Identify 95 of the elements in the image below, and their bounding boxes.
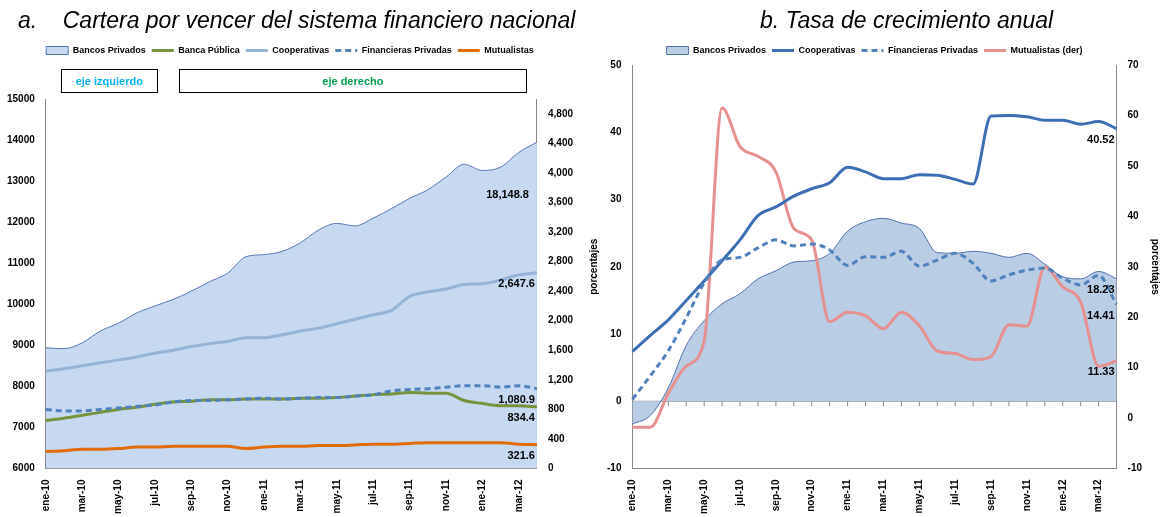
x-tick-label: jul-11	[367, 479, 378, 507]
legend-label: Financieras Privadas	[361, 44, 452, 55]
legend-label: Mutualistas (der)	[1010, 44, 1083, 55]
x-tick-label: sep-10	[185, 479, 197, 512]
y2-tick-label: 50	[1127, 159, 1140, 171]
y-tick-label: 12000	[7, 215, 36, 227]
y2-tick-label: 60	[1127, 109, 1140, 121]
data-label: 18.23	[1087, 283, 1115, 296]
y2-tick-label: 4,400	[547, 137, 574, 149]
y-tick-label: 10000	[7, 298, 36, 310]
legend-label: Cooperativas	[272, 44, 330, 55]
line-series	[44, 271, 539, 373]
x-tick-label: ene-10	[39, 479, 51, 512]
x-tick-label: ene-11	[257, 479, 269, 511]
x-tick-label: may-10	[697, 479, 709, 514]
y-tick-label: 13000	[7, 174, 36, 186]
x-tick-label: mar-10	[75, 479, 87, 513]
chart-title: a. Cartera por vencer del sistema financiero nacional	[17, 6, 577, 35]
y-tick-label: 50	[610, 58, 622, 70]
note-box: eje izquierdo	[60, 69, 158, 93]
x-tick-label: sep-11	[403, 479, 415, 511]
y-tick-label: 15000	[7, 92, 36, 104]
x-tick-label: may-10	[112, 479, 124, 514]
y2-tick-label: 4,800	[547, 107, 574, 119]
y-tick-label: 8000	[12, 380, 36, 392]
y-tick-label: 6000	[12, 462, 36, 474]
legend-label: Mutualistas	[484, 44, 534, 55]
line-series	[630, 113, 1119, 354]
y-tick-label: 7000	[12, 421, 36, 433]
y2-tick-label: 800	[547, 403, 566, 415]
x-tick-label: nov-11	[439, 479, 451, 512]
data-label: 14.41	[1087, 308, 1115, 321]
y2-tick-label: 1,200	[547, 373, 574, 385]
x-tick-label: ene-10	[626, 479, 638, 512]
legend-label: Bancos Privados	[692, 44, 766, 55]
y2-tick-label: 3,600	[547, 196, 574, 208]
annotation: 18,148.8	[486, 188, 529, 201]
y-tick-label: 30	[610, 193, 622, 205]
y2-tick-label: 3,200	[547, 225, 574, 237]
y2-tick-label: 0	[547, 462, 554, 474]
y2-tick-label: 1,600	[547, 344, 574, 356]
data-label: 40.52	[1087, 133, 1115, 146]
x-tick-label: may-11	[330, 479, 342, 514]
x-tick-label: nov-11	[1020, 479, 1032, 512]
legend-label: Financieras Privadas	[888, 44, 979, 55]
line-series	[44, 384, 539, 413]
x-tick-label: sep-10	[769, 479, 781, 512]
y2-tick-label: 4,000	[547, 166, 574, 178]
y2-tick-label: 30	[1127, 260, 1140, 272]
x-tick-label: ene-12	[476, 479, 488, 512]
y-tick-label: 11000	[7, 256, 36, 268]
x-tick-label: nov-10	[221, 479, 233, 512]
legend-label: Bancos Privados	[72, 44, 146, 55]
y2-tick-label: 40	[1127, 210, 1140, 222]
line-series	[630, 106, 1119, 429]
x-tick-label: sep-11	[984, 479, 996, 511]
chart-title: b. Tasa de crecimiento anual	[759, 6, 1055, 35]
y2-tick-label: 2,800	[547, 255, 574, 267]
y-tick-label: 20	[610, 260, 622, 272]
x-tick-label: mar-12	[1092, 479, 1104, 513]
legend-label: Cooperativas	[798, 44, 856, 55]
x-tick-label: ene-11	[841, 479, 853, 511]
y-tick-label: 10	[610, 327, 622, 339]
data-label: 321.6	[507, 449, 535, 462]
x-tick-label: mar-11	[877, 479, 889, 512]
y2-axis-title: porcentajes	[1150, 238, 1162, 296]
note-box: eje derecho	[178, 69, 527, 93]
x-tick-label: jul-11	[948, 479, 960, 507]
x-tick-label: may-11	[913, 479, 925, 514]
x-tick-label: jul-10	[733, 479, 745, 507]
y2-tick-label: 10	[1127, 361, 1140, 373]
legend-label: Banca Pública	[178, 44, 241, 55]
y-tick-label: 0	[615, 395, 622, 407]
y-tick-label: 9000	[12, 339, 36, 351]
x-tick-label: mar-12	[512, 479, 524, 513]
y-tick-label: 40	[610, 126, 622, 138]
y2-tick-label: 2,000	[547, 314, 574, 326]
y2-tick-label: 70	[1127, 58, 1140, 70]
x-tick-label: jul-10	[148, 479, 160, 507]
y2-tick-label: -10	[1127, 462, 1143, 474]
y-tick-label: 14000	[7, 133, 36, 145]
y2-tick-label: 400	[547, 432, 566, 444]
x-tick-label: mar-11	[294, 479, 306, 512]
y-tick-label: -10	[607, 462, 622, 474]
data-label: 2,647.6	[498, 277, 535, 290]
data-label: 11.33	[1087, 365, 1115, 378]
x-tick-label: nov-10	[805, 479, 817, 512]
data-label: 1,080.9	[498, 393, 535, 406]
y2-tick-label: 0	[1127, 411, 1134, 423]
y-axis-title: porcentajes	[587, 238, 599, 295]
y2-tick-label: 2,400	[547, 284, 574, 296]
x-tick-label: ene-12	[1056, 479, 1068, 512]
y2-tick-label: 20	[1127, 310, 1140, 322]
data-label: 834.4	[507, 411, 536, 424]
x-tick-label: mar-10	[662, 479, 674, 513]
